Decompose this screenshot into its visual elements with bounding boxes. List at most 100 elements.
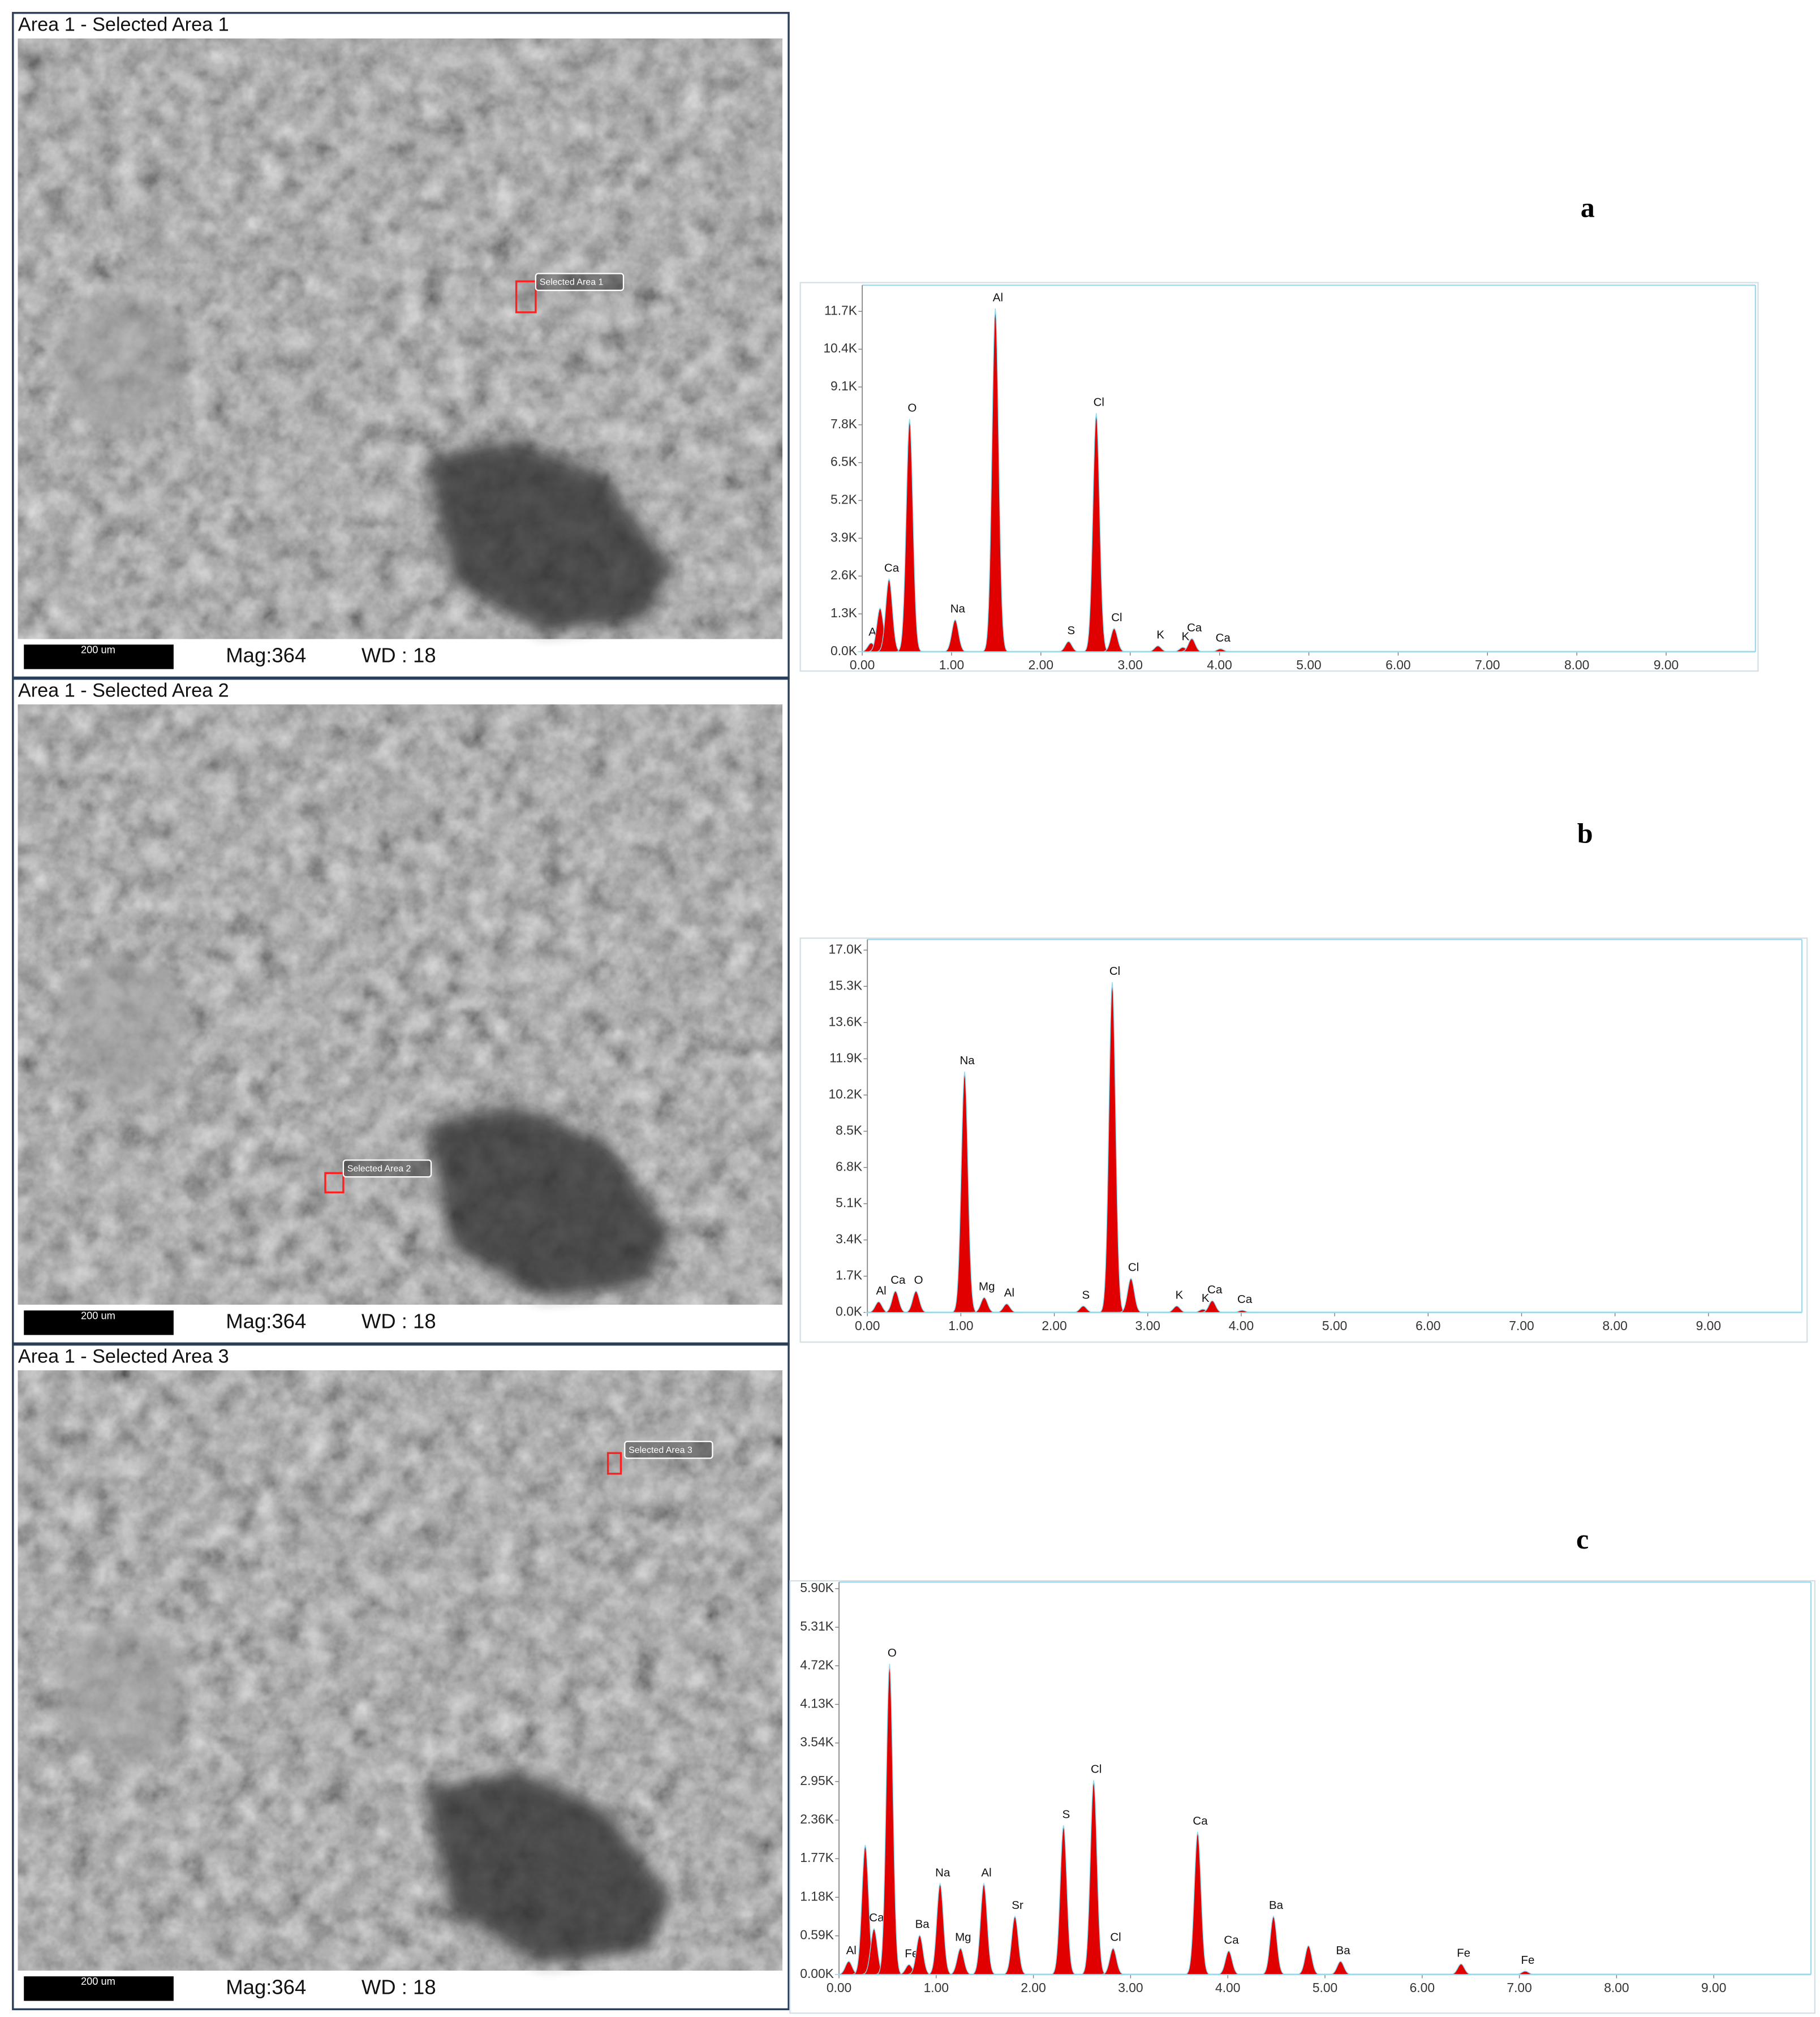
- scale-bar-label: 200 um: [81, 1309, 115, 1321]
- peak-label: Fe: [905, 1947, 918, 1960]
- peak: [1207, 648, 1234, 652]
- y-tick-label: 0.59K: [800, 1928, 834, 1942]
- working-distance: WD : 18: [362, 644, 436, 667]
- selection-box: [324, 1172, 345, 1194]
- peak-label: Fe: [1457, 1946, 1470, 1959]
- y-tick-label: 5.90K: [800, 1580, 834, 1595]
- x-tick-label: 4.00: [1207, 657, 1232, 672]
- x-tick-label: 7.00: [1475, 657, 1500, 672]
- peak-label: S: [1062, 1808, 1070, 1821]
- peak-label: O: [907, 402, 917, 415]
- peak: [1184, 1831, 1211, 1975]
- x-tick-label: 1.00: [948, 1318, 973, 1333]
- selection-tag: [624, 1440, 713, 1459]
- peak-label: Sr: [1012, 1899, 1023, 1912]
- peak-label: Ba: [1269, 1899, 1284, 1912]
- peak-label: Na: [935, 1866, 950, 1879]
- y-tick-label: 3.9K: [831, 530, 857, 544]
- sem-grain: [58, 956, 187, 1099]
- magnification: Mag:364: [226, 644, 306, 667]
- y-tick-label: 10.2K: [828, 1086, 862, 1101]
- y-tick-label: 15.3K: [828, 978, 862, 992]
- selection-label: Selected Area 2: [347, 1164, 411, 1174]
- y-tick-label: 6.5K: [831, 454, 857, 469]
- peak: [993, 1303, 1021, 1313]
- peak-label: Ba: [915, 1918, 930, 1931]
- panel-title: Area 1 - Selected Area 1: [18, 14, 229, 36]
- peak: [1080, 1780, 1107, 1975]
- peak: [970, 1882, 997, 1975]
- sem-grain: [58, 290, 187, 433]
- chart-frame: [799, 937, 1808, 1343]
- peak: [1512, 1971, 1539, 1975]
- x-tick-label: 1.00: [939, 657, 964, 672]
- peak: [902, 1291, 930, 1313]
- x-tick-label: 9.00: [1701, 1980, 1726, 1995]
- peak: [1327, 1960, 1354, 1975]
- magnification: Mag:364: [226, 1310, 306, 1333]
- x-tick-label: 6.00: [1410, 1980, 1435, 1995]
- y-tick-label: 5.2K: [831, 492, 857, 507]
- peak: [941, 619, 969, 652]
- peak-label: Ba: [1336, 1944, 1351, 1957]
- scale-bar-label: 200 um: [81, 1975, 115, 1987]
- peak: [1099, 982, 1126, 1313]
- y-tick-label: 6.8K: [836, 1159, 862, 1174]
- y-tick-label: 3.4K: [836, 1232, 862, 1246]
- peak-label: Ca: [1216, 631, 1231, 644]
- magnification: Mag:364: [226, 1975, 306, 1998]
- sem-panel: Area 1 - Selected Area 3 200 um Mag:364 WD …: [12, 1343, 790, 2011]
- peak: [896, 419, 923, 652]
- peak-label: Cl: [1128, 1261, 1139, 1274]
- peak: [1100, 627, 1128, 652]
- working-distance: WD : 18: [362, 1975, 436, 1998]
- y-tick-label: 11.9K: [829, 1050, 862, 1065]
- peak: [1163, 1305, 1190, 1313]
- peak-label: Fe: [1521, 1954, 1535, 1967]
- peak: [1082, 413, 1110, 652]
- scale-bar: [22, 1975, 175, 2002]
- x-tick-label: 4.00: [1215, 1980, 1240, 1995]
- peak: [1050, 1825, 1077, 1975]
- y-tick-label: 7.8K: [831, 416, 857, 431]
- y-tick-label: 5.31K: [800, 1619, 834, 1633]
- y-tick-label: 4.13K: [800, 1696, 834, 1710]
- peak-label: Ca: [869, 1911, 884, 1924]
- y-tick-label: 2.36K: [800, 1812, 834, 1826]
- peak: [926, 1882, 954, 1975]
- x-tick-label: 5.00: [1313, 1980, 1337, 1995]
- sem-panel: Area 1 - Selected Area 1 200 um Mag:364 WD …: [12, 12, 790, 679]
- y-tick-label: 0.00K: [800, 1966, 834, 1981]
- peak: [1117, 1278, 1145, 1313]
- y-tick-label: 4.72K: [800, 1657, 834, 1672]
- selection-label: Selected Area 3: [629, 1446, 692, 1455]
- chart-frame: [789, 1580, 1816, 2014]
- spectrum-chart: c 0.00K 0.59K 1.18K 1.77K 2.36K 2.95K 3.54K 4.13…: [789, 1523, 1816, 2014]
- peak-label: S: [1082, 1289, 1090, 1302]
- peak: [1295, 1945, 1322, 1975]
- peak: [1099, 1947, 1127, 1975]
- x-tick-label: 0.00: [850, 657, 875, 672]
- y-tick-label: 1.7K: [836, 1268, 862, 1283]
- selection-box: [606, 1452, 622, 1475]
- panel-label: c: [1576, 1523, 1589, 1555]
- x-tick-label: 9.00: [1654, 657, 1679, 672]
- peak-label: Cl: [1110, 1931, 1121, 1944]
- x-tick-label: 7.00: [1509, 1318, 1534, 1333]
- x-tick-label: 6.00: [1386, 657, 1410, 672]
- y-tick-label: 0.0K: [836, 1304, 862, 1319]
- peak-label: Na: [950, 602, 966, 615]
- y-tick-label: 1.77K: [800, 1850, 834, 1865]
- x-tick-label: 6.00: [1415, 1318, 1440, 1333]
- peak: [947, 1947, 974, 1975]
- x-tick-label: 2.00: [1021, 1980, 1045, 1995]
- selection-box: [515, 280, 537, 313]
- selection-tag: [342, 1159, 432, 1178]
- peak-label: Ca: [1224, 1933, 1239, 1946]
- peak-label: Al: [846, 1944, 857, 1957]
- peak: [1199, 1300, 1226, 1313]
- peak-label: K: [1156, 629, 1164, 642]
- spectrum-chart: a 0.0K 1.3K 2.6K 3.9K 5.2K 6.5K 7.8K 9.1K 10.4K 11…: [799, 191, 1759, 672]
- scale-bar: [22, 643, 175, 670]
- selection-label: Selected Area 1: [540, 278, 604, 287]
